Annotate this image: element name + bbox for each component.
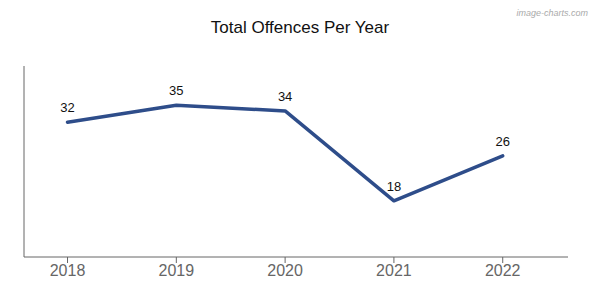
svg-text:2021: 2021	[376, 262, 412, 279]
html-text:Total Offences Per Year: Total Offences Per Year	[210, 18, 390, 37]
svg-text:26: 26	[495, 134, 509, 149]
svg-text:2020: 2020	[267, 262, 303, 279]
svg-text:2022: 2022	[485, 262, 521, 279]
svg-text:2019: 2019	[159, 262, 195, 279]
svg-text:35: 35	[169, 83, 183, 98]
svg-text:34: 34	[278, 89, 292, 104]
svg-text:2018: 2018	[50, 262, 86, 279]
svg-text:32: 32	[60, 100, 74, 115]
svg-text:18: 18	[387, 179, 401, 194]
html-text:image-charts.com: image-charts.com	[516, 8, 588, 18]
